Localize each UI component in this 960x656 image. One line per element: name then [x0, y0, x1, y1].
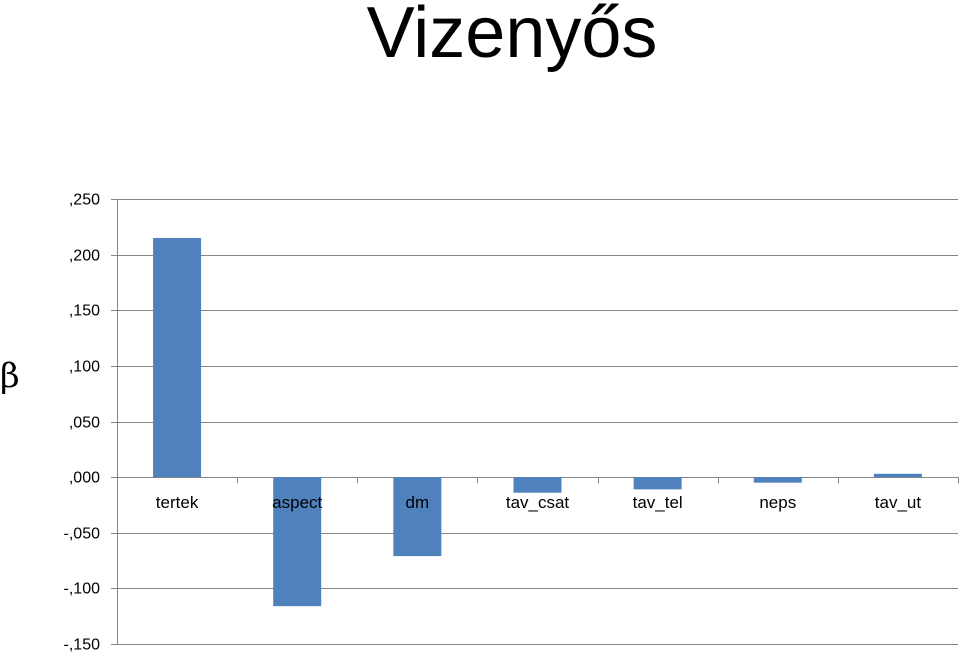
- x-tick-label: neps: [759, 493, 796, 512]
- bar-tav-csat: [513, 477, 562, 493]
- y-tick-label: ,050: [69, 415, 100, 432]
- y-tick-label: ,000: [69, 470, 100, 487]
- x-tick-labels: tertek aspect dm tav_csat tav_tel neps tav_ut: [156, 493, 922, 512]
- y-axis-symbol: β: [0, 356, 20, 396]
- y-tick-label: ,100: [69, 359, 100, 376]
- grid-lines: [111, 199, 958, 645]
- bar-dm: [393, 477, 442, 557]
- x-tick-label: tav_tel: [633, 493, 683, 512]
- x-tick-label: tav_ut: [875, 493, 922, 512]
- bar-tav-ut: [873, 473, 922, 478]
- y-tick-label: -,050: [64, 526, 101, 543]
- x-tick-label: tav_csat: [506, 493, 570, 512]
- y-tick-label: -,100: [64, 581, 101, 598]
- bar-neps: [753, 477, 802, 483]
- y-tick-labels: ,250 ,200 ,150 ,100 ,050 ,000 -,050 -,100 -,150: [64, 192, 101, 654]
- bars: [153, 237, 922, 607]
- y-tick-label: ,150: [69, 303, 100, 320]
- axes: [117, 199, 959, 644]
- bar-tertek: [153, 237, 202, 478]
- x-tick-label: aspect: [272, 493, 322, 512]
- x-tick-label: tertek: [156, 493, 199, 512]
- x-tick-label: dm: [406, 493, 430, 512]
- y-tick-label: ,200: [69, 248, 100, 265]
- y-tick-label: -,150: [64, 637, 101, 654]
- y-tick-label: ,250: [69, 192, 100, 209]
- bar-aspect: [273, 477, 322, 607]
- slide-title: Vizenyős: [366, 0, 658, 73]
- bar-tav-tel: [633, 477, 682, 490]
